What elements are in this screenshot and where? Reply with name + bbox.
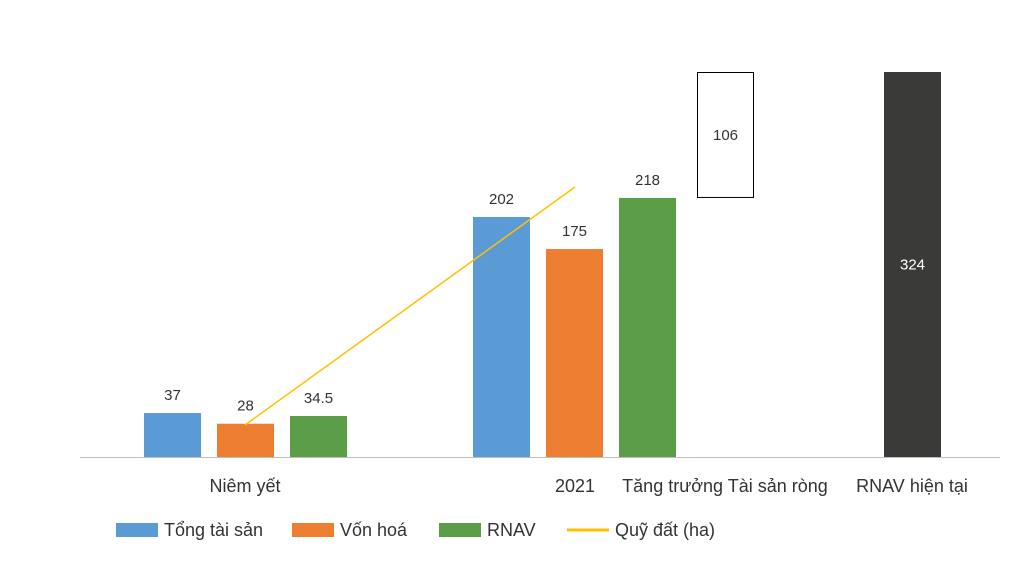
data-label-von-hoa-2021: 175 xyxy=(562,223,587,240)
data-label-tong-tai-san-2021: 202 xyxy=(489,191,514,208)
labels-layer: 37 202 28 175 34.5 218 106 324 xyxy=(164,127,925,415)
line-quy-dat-ha xyxy=(244,186,576,426)
data-label-rnav-2021: 218 xyxy=(635,172,660,189)
category-label-tang-truong-tai-san-rong: Tăng trưởng Tài sản ròng xyxy=(622,476,828,496)
legend-swatch-tong-tai-san xyxy=(116,523,158,537)
data-label-rnav-niem-yet: 34.5 xyxy=(304,390,333,407)
bar-tong-tai-san-niem-yet xyxy=(144,413,201,457)
category-label-rnav-hien-tai: RNAV hiện tại xyxy=(856,476,968,496)
legend: Tổng tài sản Vốn hoá RNAV Quỹ đất (ha) xyxy=(116,520,715,540)
legend-label-tong-tai-san: Tổng tài sản xyxy=(164,520,263,540)
data-label-waterfall-increase: 106 xyxy=(713,127,738,144)
bar-rnav-2021 xyxy=(619,197,676,457)
bar-von-hoa-2021 xyxy=(546,249,603,457)
legend-label-quy-dat-ha: Quỹ đất (ha) xyxy=(615,520,715,540)
bar-von-hoa-niem-yet xyxy=(217,423,274,457)
data-label-von-hoa-niem-yet: 28 xyxy=(237,398,254,415)
category-labels: Niêm yết 2021 Tăng trưởng Tài sản ròng RNAV… xyxy=(209,476,967,496)
bar-rnav-niem-yet xyxy=(290,416,347,457)
bar-waterfall-increase xyxy=(697,72,754,198)
bar-waterfall-total xyxy=(884,72,941,457)
category-label-2021: 2021 xyxy=(555,476,595,496)
legend-swatch-von-hoa xyxy=(292,523,334,537)
line-layer xyxy=(244,186,576,426)
bars-layer xyxy=(144,72,941,457)
data-label-tong-tai-san-niem-yet: 37 xyxy=(164,387,181,404)
legend-swatch-rnav xyxy=(439,523,481,537)
data-label-waterfall-total: 324 xyxy=(900,257,925,274)
legend-label-von-hoa: Vốn hoá xyxy=(340,520,408,540)
category-label-niem-yet: Niêm yết xyxy=(209,476,280,496)
bar-tong-tai-san-2021 xyxy=(473,216,530,457)
legend-label-rnav: RNAV xyxy=(487,520,536,540)
